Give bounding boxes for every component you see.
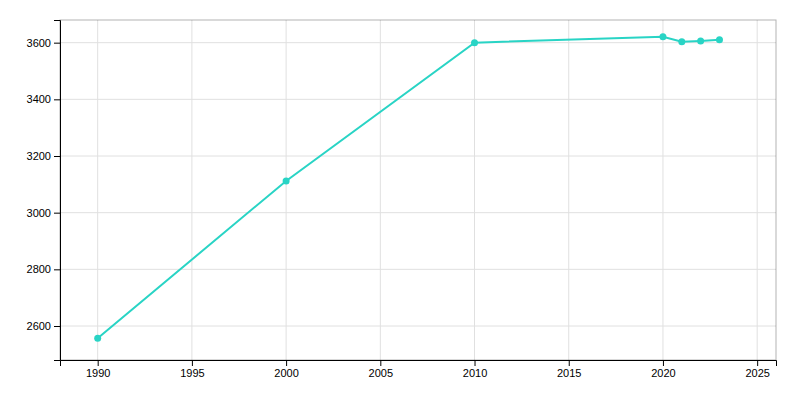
grid-line-y (60, 99, 776, 100)
plot-frame (60, 20, 776, 360)
tick-label: 1990 (86, 367, 110, 379)
point (94, 335, 101, 342)
tick-label: 2010 (463, 367, 487, 379)
tick: 2015 (557, 360, 581, 379)
grid-line-x (474, 20, 475, 360)
point (471, 39, 478, 46)
tick-label: 2020 (651, 367, 675, 379)
line (98, 37, 720, 338)
tick: 2025 (745, 360, 769, 379)
tick-label: 3200 (27, 150, 51, 162)
tick-mark (54, 326, 60, 327)
tick: 3200 (27, 150, 60, 162)
chart: 1990 1995 2000 2005 2010 2015 2020 2025 2600 2800… (0, 0, 800, 400)
tick-mark (98, 360, 99, 366)
point (697, 37, 704, 44)
tick: 2800 (27, 263, 60, 275)
tick-label: 3400 (27, 93, 51, 105)
grid-line-y (60, 212, 776, 213)
tick-mark (286, 360, 287, 366)
tick-label: 2600 (27, 320, 51, 332)
y-axis: 2600 2800 3000 3200 3400 3600 (27, 21, 61, 361)
tick-mark (54, 156, 60, 157)
grid-line-x (380, 20, 381, 360)
grid-line-x (662, 20, 663, 360)
grid-line-x (97, 20, 98, 360)
point (283, 177, 290, 184)
grid-line-y (60, 269, 776, 270)
tick: 2005 (369, 360, 393, 379)
grid-line-y (60, 42, 776, 43)
tick: 2600 (27, 320, 60, 332)
tick: 1990 (86, 360, 110, 379)
plot-area: 1990 1995 2000 2005 2010 2015 2020 2025 2600 2800… (27, 20, 777, 379)
tick-mark (380, 360, 381, 366)
tick-mark (54, 99, 60, 100)
tick-mark (54, 43, 60, 44)
tick-label: 2015 (557, 367, 581, 379)
point (716, 36, 723, 43)
tick-label: 2000 (274, 367, 298, 379)
tick-mark (54, 269, 60, 270)
tick: 3400 (27, 93, 60, 105)
tick-mark (192, 360, 193, 366)
tick: 1995 (180, 360, 204, 379)
point (678, 38, 685, 45)
tick: 2020 (651, 360, 675, 379)
tick-mark (54, 213, 60, 214)
tick-label: 2005 (369, 367, 393, 379)
grid-line-y (60, 156, 776, 157)
tick-mark (757, 360, 758, 366)
point (659, 33, 666, 40)
grid-line-x (757, 20, 758, 360)
tick: 2010 (463, 360, 487, 379)
tick-label: 2800 (27, 263, 51, 275)
grid-line-y (60, 326, 776, 327)
grid-line-x (286, 20, 287, 360)
tick-mark (663, 360, 664, 366)
tick: 3000 (27, 207, 60, 219)
tick-label: 1995 (180, 367, 204, 379)
tick-mark (569, 360, 570, 366)
marks (94, 33, 723, 341)
grid (60, 20, 776, 360)
tick-mark (475, 360, 476, 366)
grid-line-x (191, 20, 192, 360)
tick-label: 2025 (745, 367, 769, 379)
grid-line-x (568, 20, 569, 360)
x-axis: 1990 1995 2000 2005 2010 2015 2020 2025 (61, 360, 777, 379)
tick: 3600 (27, 37, 60, 49)
tick: 2000 (274, 360, 298, 379)
axis-line (61, 361, 777, 367)
tick-label: 3000 (27, 207, 51, 219)
tick-label: 3600 (27, 37, 51, 49)
